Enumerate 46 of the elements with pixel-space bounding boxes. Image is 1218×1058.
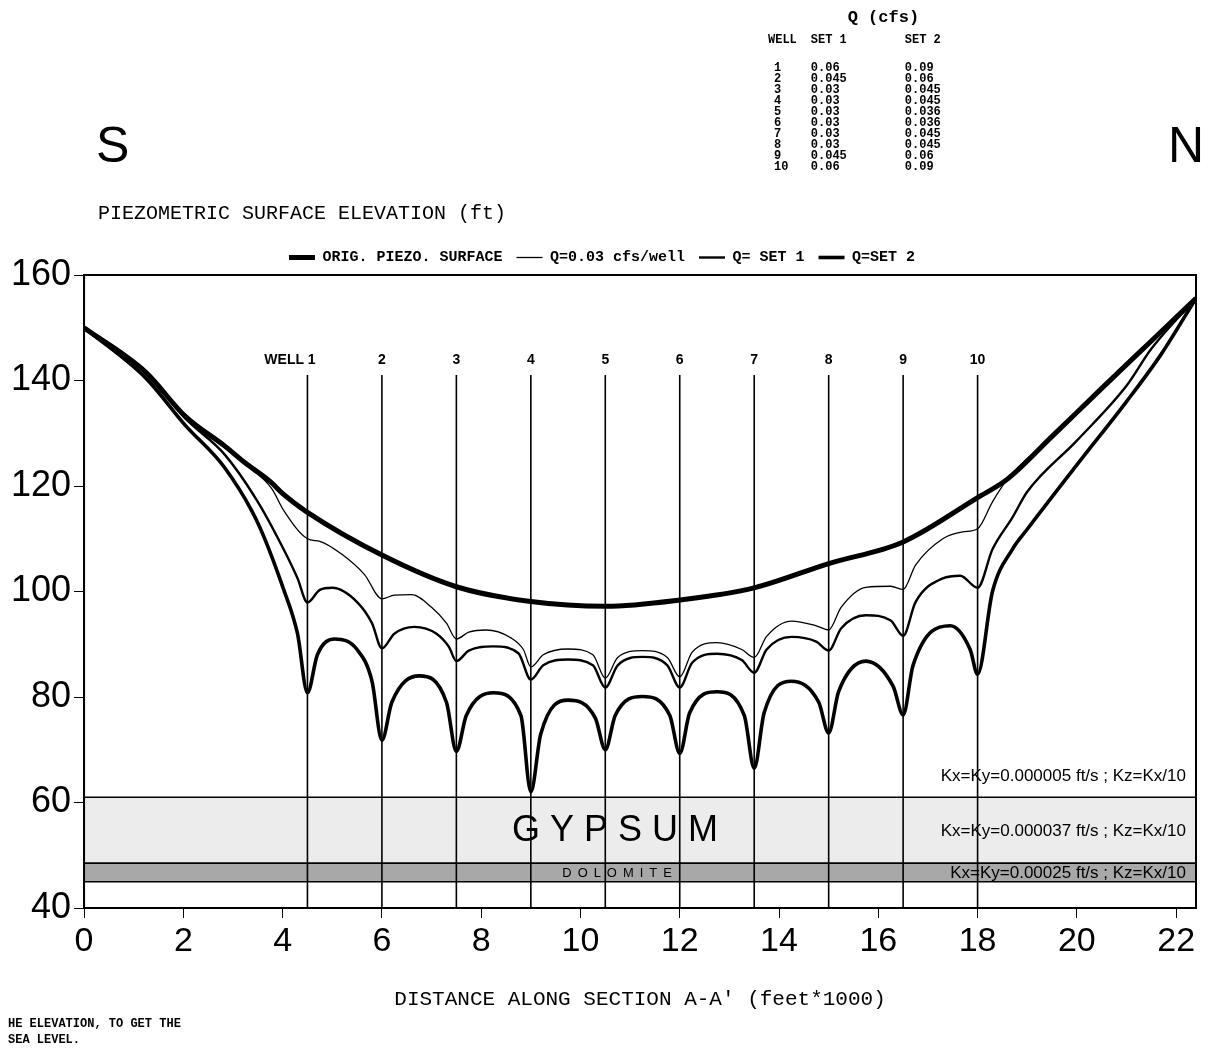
x-tick-label: 16 <box>859 919 898 958</box>
legend-label: Q=0.03 cfs/well <box>549 249 686 267</box>
annotation: 4 <box>526 350 535 367</box>
legend-label: ORIG. PIEZO. SURFACE <box>322 249 503 267</box>
data-label: 0.09 <box>904 160 935 174</box>
x-tick-label: 10 <box>561 919 600 958</box>
x-tick-label: 22 <box>1157 919 1196 958</box>
data-label: 0.06 <box>810 160 841 174</box>
legend-label: Q= SET 1 <box>732 249 805 267</box>
y-tick-label: 160 <box>10 251 72 293</box>
annotation: 7 <box>750 350 759 367</box>
text: SEA LEVEL. <box>8 1032 81 1048</box>
text: N <box>1167 116 1204 174</box>
x-tick-label: 14 <box>760 919 798 958</box>
y-tick-label: 100 <box>10 568 72 610</box>
y-tick-label: 140 <box>10 357 72 399</box>
y-axis-title: PIEZOMETRIC SURFACE ELEVATION (ft) <box>98 202 507 225</box>
x-tick-label: 12 <box>660 919 699 958</box>
x-tick-label: SET 1 <box>810 33 847 47</box>
annotation: 10 <box>969 350 986 367</box>
annotation: 6 <box>675 350 684 367</box>
annotation: WELL 1 <box>264 350 316 367</box>
x-tick-label: 2 <box>173 919 193 958</box>
x-tick-label: SET 2 <box>904 33 941 47</box>
x-axis-title: DISTANCE ALONG SECTION A-A' (feet*1000) <box>394 987 886 1011</box>
y-tick-label: 10 <box>773 160 790 174</box>
x-tick-label: 6 <box>372 919 392 958</box>
annotation: 9 <box>899 350 908 367</box>
x-tick-label: 18 <box>958 919 997 958</box>
y-tick-label: 80 <box>31 673 72 715</box>
x-tick-label: 0 <box>74 919 94 958</box>
x-tick-label: 8 <box>471 919 491 958</box>
annotation: 5 <box>601 350 610 367</box>
x-tick-label: 4 <box>273 919 293 958</box>
y-tick-label: 40 <box>31 884 72 926</box>
annotation: 3 <box>452 350 461 367</box>
chart-title: Q (cfs) <box>846 8 921 27</box>
annotation: 8 <box>824 350 833 367</box>
text: S <box>96 116 130 174</box>
y-tick-label: 60 <box>31 779 72 821</box>
y-tick-label: 120 <box>10 462 72 504</box>
annotation: 2 <box>378 350 387 367</box>
legend-label: Q=SET 2 <box>852 249 916 267</box>
y-axis-title: WELL <box>768 33 797 47</box>
text: HE ELEVATION, TO GET THE <box>8 1016 181 1032</box>
x-tick-label: 20 <box>1057 919 1096 958</box>
